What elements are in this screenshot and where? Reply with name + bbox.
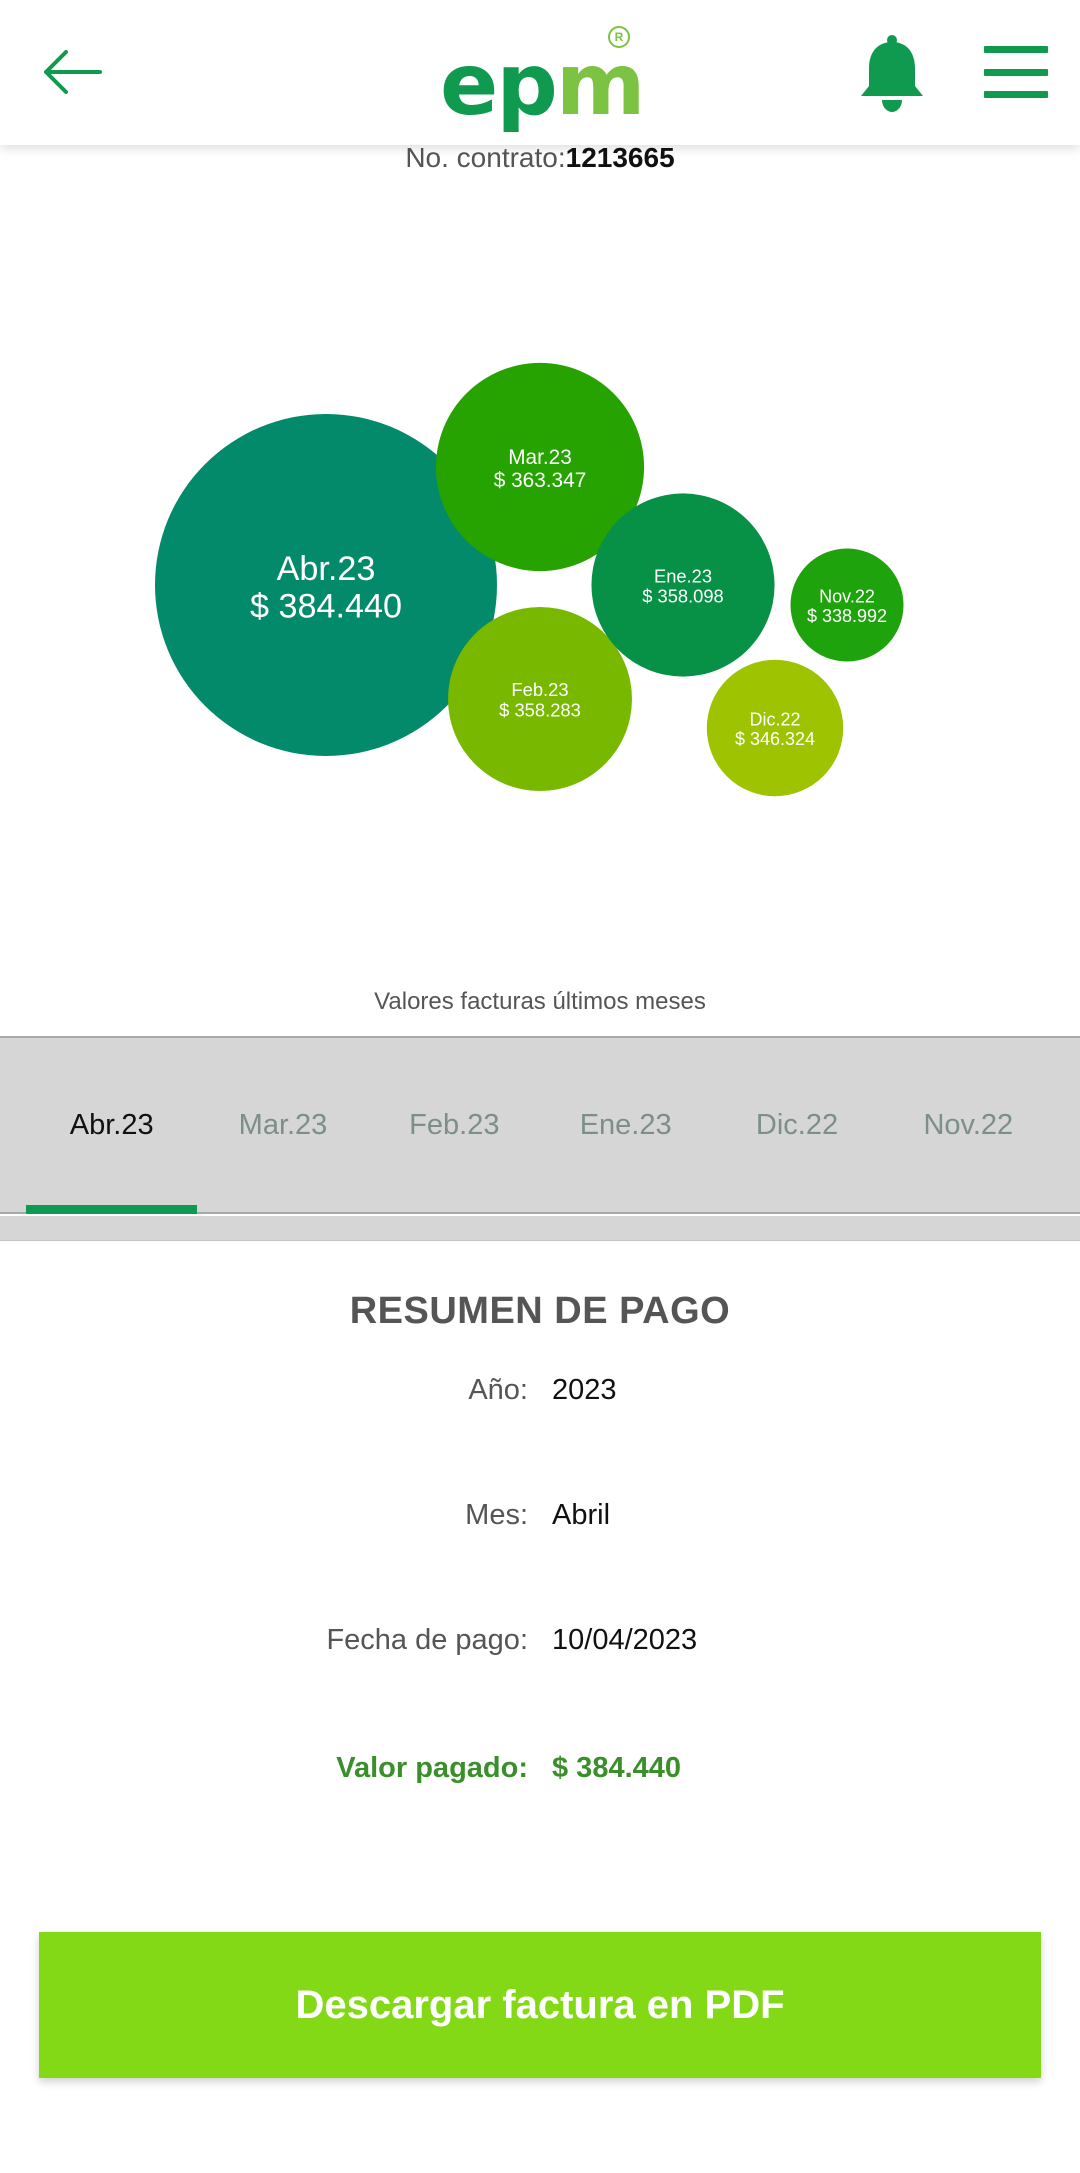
summary-title: RESUMEN DE PAGO <box>349 1290 731 1332</box>
month-label: Mes: <box>465 1499 528 1531</box>
contract-number: No. contrato:1213665 <box>0 142 1080 174</box>
bubble-month-label: Abr.23 <box>277 550 376 588</box>
logo-text: epm <box>440 35 646 135</box>
bubble-value-label: $ 338.992 <box>807 606 887 626</box>
bubble-value-label: $ 358.098 <box>642 585 723 606</box>
summary-row-paid: Valor pagado: $ 384.440 <box>0 1752 1080 1796</box>
month-tabs: Abr.23 Mar.23 Feb.23 Ene.23 Dic.22 Nov.22 <box>0 1036 1080 1214</box>
year-label: Año: <box>468 1374 528 1406</box>
tab-nov-22[interactable]: Nov.22 <box>923 1108 1014 1141</box>
bubble-circle <box>448 607 632 791</box>
bubble-circle <box>790 548 904 662</box>
payment-date-label: Fecha de pago: <box>326 1624 528 1656</box>
chart-caption: Valores facturas últimos meses <box>374 988 706 1015</box>
bubble-value-label: $ 384.440 <box>250 587 402 625</box>
bubble-circle <box>706 659 844 797</box>
bubble-circle <box>435 362 645 572</box>
bubble-feb-23[interactable]: Feb.23$ 358.283 <box>448 607 632 791</box>
menu-line <box>984 46 1048 53</box>
bubble-month-label: Dic.22 <box>749 709 800 729</box>
tabs-divider <box>0 1216 1080 1241</box>
bubble-circle <box>155 414 497 756</box>
tab-dic-22[interactable]: Dic.22 <box>755 1108 839 1141</box>
summary-row-date: Fecha de pago: 10/04/2023 <box>0 1624 1080 1668</box>
bubble-mar-23[interactable]: Mar.23$ 363.347 <box>435 362 645 572</box>
paid-amount-value: $ 384.440 <box>552 1752 682 1784</box>
bubble-circle <box>591 493 775 677</box>
arrow-left-icon <box>44 50 102 94</box>
tab-ene-23[interactable]: Ene.23 <box>579 1108 672 1141</box>
paid-amount-label: Valor pagado: <box>336 1752 528 1784</box>
contract-label: No. contrato: <box>405 142 566 173</box>
app-header: epm R <box>0 0 1080 145</box>
hamburger-menu-button[interactable] <box>984 46 1048 98</box>
bubble-value-label: $ 358.283 <box>499 699 581 720</box>
bubble-nov-22[interactable]: Nov.22$ 338.992 <box>790 548 904 662</box>
menu-line <box>984 68 1048 76</box>
notifications-button[interactable] <box>856 34 928 114</box>
payment-date-value: 10/04/2023 <box>552 1624 698 1656</box>
year-value: 2023 <box>552 1374 617 1406</box>
bubble-dic-22[interactable]: Dic.22$ 346.324 <box>706 659 844 797</box>
back-button[interactable] <box>36 38 108 106</box>
bubble-value-label: $ 346.324 <box>735 729 815 749</box>
registered-mark: R <box>608 26 630 48</box>
bubble-month-label: Ene.23 <box>654 565 712 586</box>
bubble-month-label: Mar.23 <box>508 446 572 469</box>
tab-feb-23[interactable]: Feb.23 <box>409 1108 500 1141</box>
contract-value: 1213665 <box>565 142 675 173</box>
month-value: Abril <box>552 1499 611 1531</box>
menu-line <box>984 91 1048 98</box>
bubble-month-label: Feb.23 <box>511 679 568 700</box>
download-pdf-button[interactable]: Descargar factura en PDF <box>39 1932 1041 2078</box>
bubble-ene-23[interactable]: Ene.23$ 358.098 <box>591 493 775 677</box>
epm-logo: epm R <box>440 22 646 128</box>
summary-row-year: Año: 2023 <box>0 1374 1080 1418</box>
bubble-month-label: Nov.22 <box>819 586 875 606</box>
bell-icon <box>861 35 923 112</box>
tab-mar-23[interactable]: Mar.23 <box>238 1108 328 1141</box>
bubble-abr-23[interactable]: Abr.23$ 384.440 <box>155 414 497 756</box>
tab-abr-23[interactable]: Abr.23 <box>26 1038 198 1214</box>
summary-row-month: Mes: Abril <box>0 1499 1080 1543</box>
bubble-value-label: $ 363.347 <box>494 469 587 492</box>
